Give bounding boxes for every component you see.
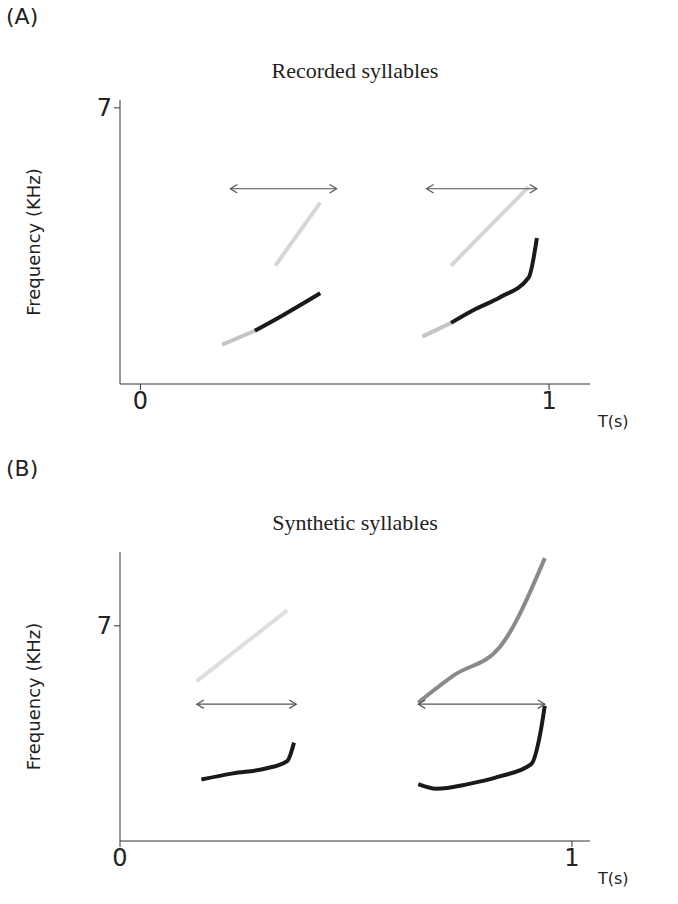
- svg-text:T(s): T(s): [597, 869, 629, 888]
- html-text:Recorded syllables: Recorded syllables: [271, 58, 439, 83]
- svg-text:Frequency (KHz): Frequency (KHz): [23, 168, 44, 316]
- svg-text:T(s): T(s): [597, 412, 629, 431]
- svg-text:7: 7: [97, 612, 112, 640]
- svg-text:Frequency (KHz): Frequency (KHz): [23, 623, 44, 771]
- svg-text:7: 7: [97, 94, 112, 122]
- html-text:(A): (A): [6, 4, 39, 29]
- svg-text:1: 1: [564, 844, 579, 872]
- html-text:(B): (B): [6, 456, 39, 481]
- svg-text:1: 1: [541, 387, 556, 415]
- svg-text:0: 0: [133, 387, 148, 415]
- svg-text:0: 0: [112, 844, 127, 872]
- html-text:Synthetic syllables: Synthetic syllables: [272, 510, 438, 535]
